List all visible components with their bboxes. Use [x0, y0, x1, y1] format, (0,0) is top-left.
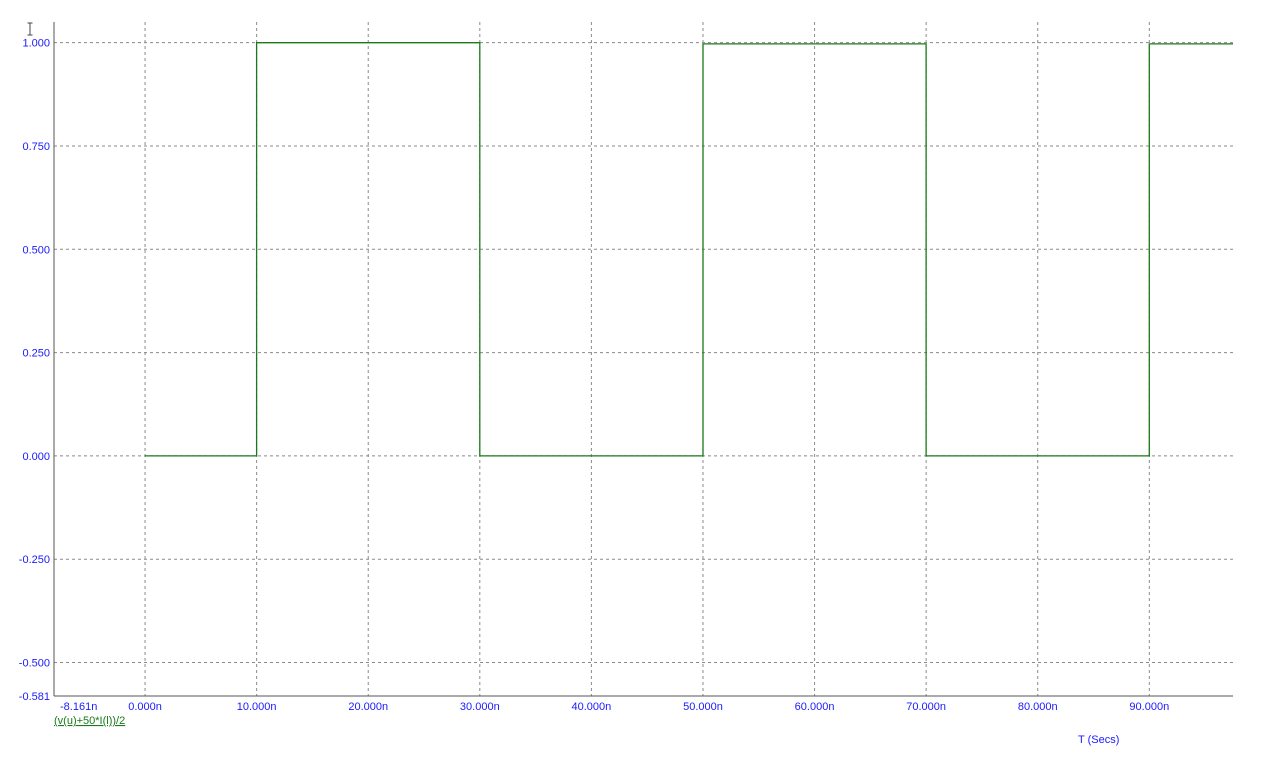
grid — [54, 22, 1233, 696]
y-tick-label: 0.000 — [22, 451, 50, 463]
x-tick-labels: -8.161n 0.000n 10.000n 20.000n 30.000n 40.000… — [60, 701, 1169, 713]
y-tick-labels: 1.000 0.750 0.500 0.250 0.000 -0.250 -0.500 -0.… — [19, 38, 50, 703]
text-cursor-icon — [27, 22, 33, 36]
x-tick-label: 10.000n — [237, 701, 277, 713]
x-tick-label: 90.000n — [1129, 701, 1169, 713]
series-line — [145, 42, 1233, 457]
x-tick-label: 50.000n — [683, 701, 723, 713]
x-tick-label: 60.000n — [795, 701, 835, 713]
y-tick-label: -0.500 — [19, 658, 50, 670]
axes — [53, 22, 1233, 697]
x-tick-label: 20.000n — [348, 701, 388, 713]
x-tick-label: 0.000n — [128, 701, 162, 713]
y-tick-label: -0.581 — [19, 691, 50, 703]
y-tick-label: 0.250 — [22, 348, 50, 360]
x-tick-label: 40.000n — [572, 701, 612, 713]
trace-legend-label[interactable]: (v(u)+50*I(l))/2 — [54, 715, 125, 727]
y-tick-label: -0.250 — [19, 554, 50, 566]
x-tick-label: -8.161n — [60, 701, 97, 713]
series-traces — [145, 42, 1233, 457]
x-tick-label: 30.000n — [460, 701, 500, 713]
y-tick-label: 1.000 — [22, 38, 50, 50]
y-tick-label: 0.750 — [22, 141, 50, 153]
x-axis-title: T (Secs) — [1078, 734, 1119, 746]
x-tick-label: 70.000n — [906, 701, 946, 713]
x-tick-label: 80.000n — [1018, 701, 1058, 713]
y-tick-label: 0.500 — [22, 244, 50, 256]
